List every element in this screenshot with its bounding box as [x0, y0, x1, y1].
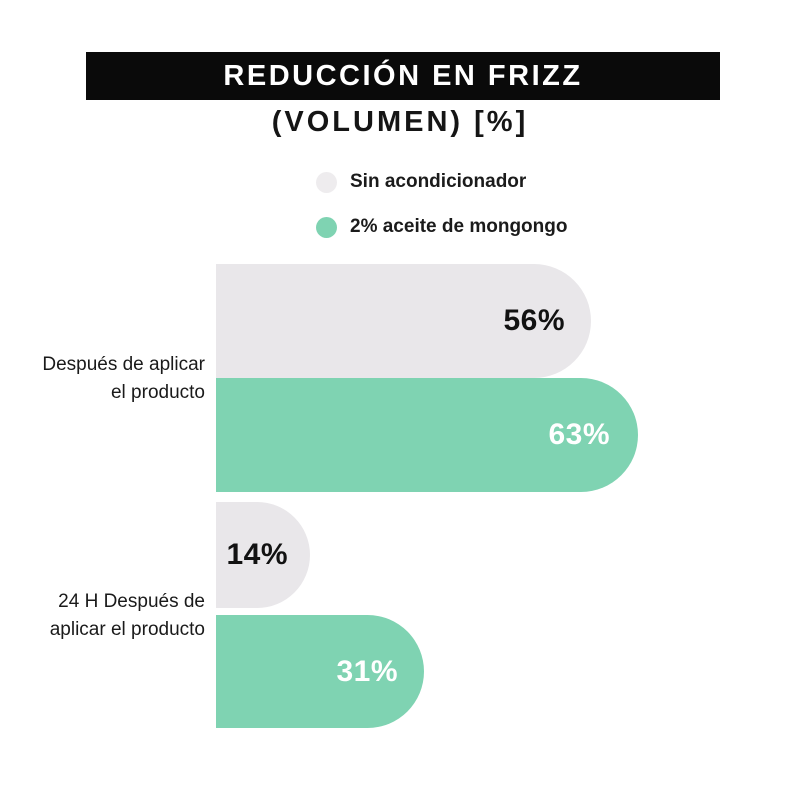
bar-row1-aceite-mongongo: 63% — [216, 378, 638, 492]
bar-value-label: 31% — [336, 654, 398, 688]
legend-label: 2% aceite de mongongo — [350, 216, 568, 237]
category-label-row1: Después de aplicar el producto — [42, 354, 205, 403]
bar-row2-aceite-mongongo: 31% — [216, 615, 424, 728]
bar-value-label: 63% — [548, 418, 610, 451]
legend-swatch-green-icon — [316, 216, 337, 238]
bar-row1-sin-acondicionador: 56% — [216, 264, 591, 378]
legend-item-sin-acondicionador: Sin acondicionador — [316, 171, 567, 193]
legend-item-aceite-mongongo: 2% aceite de mongongo — [316, 216, 567, 238]
chart-subtitle: (VOLUMEN) [%] — [271, 106, 529, 138]
legend: Sin acondicionador 2% aceite de mongongo — [316, 171, 567, 238]
legend-swatch-gray-icon — [316, 171, 337, 193]
title-bar: REDUCCIÓN EN FRIZZ — [86, 52, 720, 100]
bar-value-label: 56% — [503, 304, 565, 337]
bar-value-label: 14% — [226, 538, 288, 571]
bar-row2-sin-acondicionador: 14% — [216, 502, 310, 608]
legend-label: Sin acondicionador — [350, 171, 527, 192]
category-label-row2: 24 H Después de aplicar el producto — [49, 591, 205, 640]
chart-title: REDUCCIÓN EN FRIZZ — [223, 59, 583, 92]
